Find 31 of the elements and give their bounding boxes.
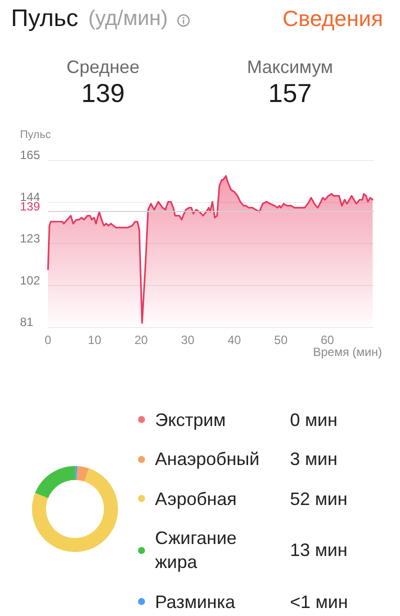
x-axis-title: Время (мин): [312, 345, 382, 360]
y-axis-title: Пульс: [20, 128, 51, 142]
legend-label: Аэробная: [155, 488, 238, 511]
x-tick-label: 10: [88, 333, 102, 347]
data-label: 13 мин: [290, 539, 348, 562]
legend-label: Разминка: [155, 590, 236, 614]
text: 0 мин: [290, 410, 338, 430]
y-tick-label: 165: [20, 148, 40, 162]
text: 157: [268, 78, 312, 108]
x-tick-label: 40: [228, 333, 242, 347]
ref-line-label: 139: [20, 200, 40, 214]
data-label: 3 мин: [290, 448, 338, 472]
chart-title: Пульс: [11, 4, 78, 34]
legend-label: Сжигание жира: [155, 527, 238, 574]
y-tick-label: 123: [20, 232, 40, 246]
text: Максимум: [246, 57, 334, 77]
x-tick-label: 60: [320, 333, 334, 347]
y-tick-label: 81: [20, 315, 34, 329]
x-tick-label: 50: [274, 333, 288, 347]
legend-label: Анаэробный: [155, 448, 260, 472]
x-tick-label: 20: [134, 333, 148, 347]
x-tick-label: 0: [44, 333, 52, 347]
text: Среднее: [66, 57, 140, 77]
y-tick-label: 102: [20, 273, 40, 288]
data-label: 52 мин: [290, 488, 348, 511]
chart-subtitle: (уд/мин): [88, 6, 168, 32]
legend-label: Экстрим: [155, 408, 227, 432]
data-label: <1 мин: [290, 590, 348, 614]
text: 139: [81, 78, 125, 108]
x-tick-label: 30: [181, 333, 195, 347]
text: Сведения: [282, 5, 383, 33]
